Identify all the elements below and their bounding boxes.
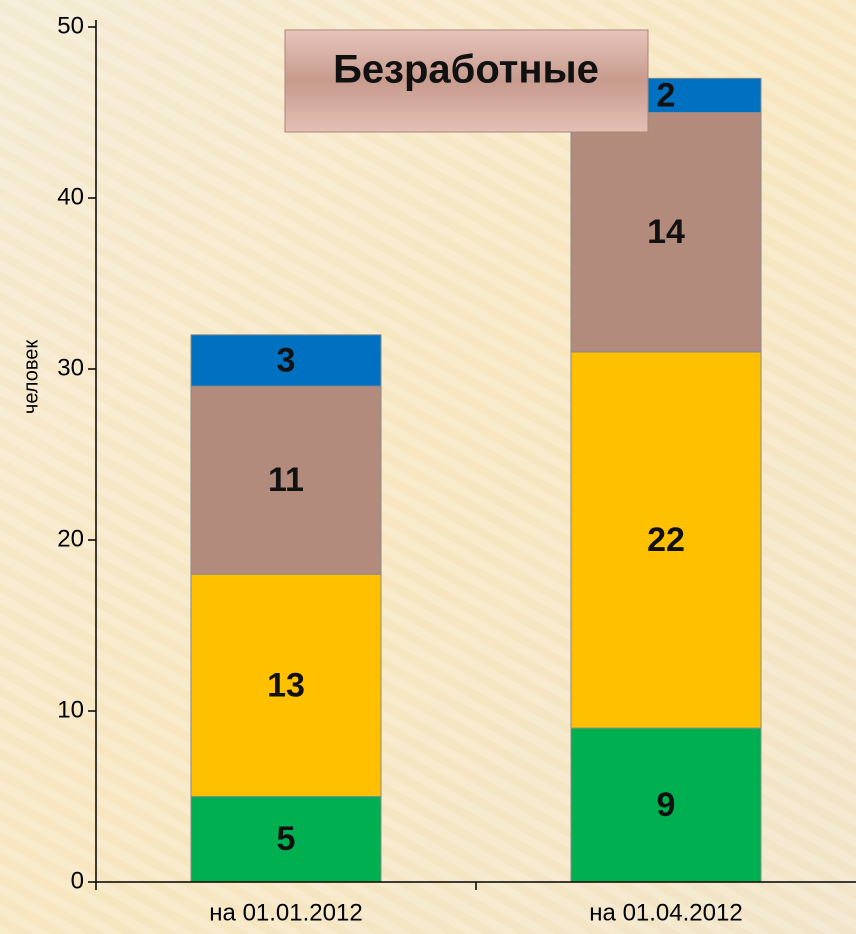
y-tick-label: 40 — [57, 183, 84, 210]
chart-title: Безработные — [333, 48, 599, 92]
y-tick-label: 50 — [57, 12, 84, 39]
data-label: 3 — [277, 341, 296, 379]
y-tick-label: 0 — [71, 867, 84, 894]
data-label: 22 — [647, 521, 685, 559]
data-label: 2 — [657, 76, 676, 114]
bar-segment — [570, 112, 762, 353]
bar-segment — [570, 727, 762, 883]
y-axis-label: человек — [20, 340, 42, 414]
bar-segment — [570, 351, 762, 729]
x-tick-label: на 01.04.2012 — [589, 899, 742, 926]
y-tick-label: 10 — [57, 696, 84, 723]
data-label: 14 — [647, 213, 685, 251]
bar-segment — [190, 385, 382, 575]
data-label: 9 — [657, 786, 676, 824]
data-label: 11 — [268, 461, 304, 499]
y-tick-label: 20 — [57, 525, 84, 552]
data-label: 13 — [267, 666, 305, 704]
bar-segment — [190, 334, 382, 387]
y-tick-label: 30 — [57, 354, 84, 381]
x-tick-label: на 01.01.2012 — [209, 899, 362, 926]
plot-area: 5 13 11 3 9 22 14 2 — [190, 76, 762, 883]
title-box — [284, 29, 649, 133]
bar-segment — [190, 573, 382, 798]
data-label: 5 — [277, 820, 296, 858]
